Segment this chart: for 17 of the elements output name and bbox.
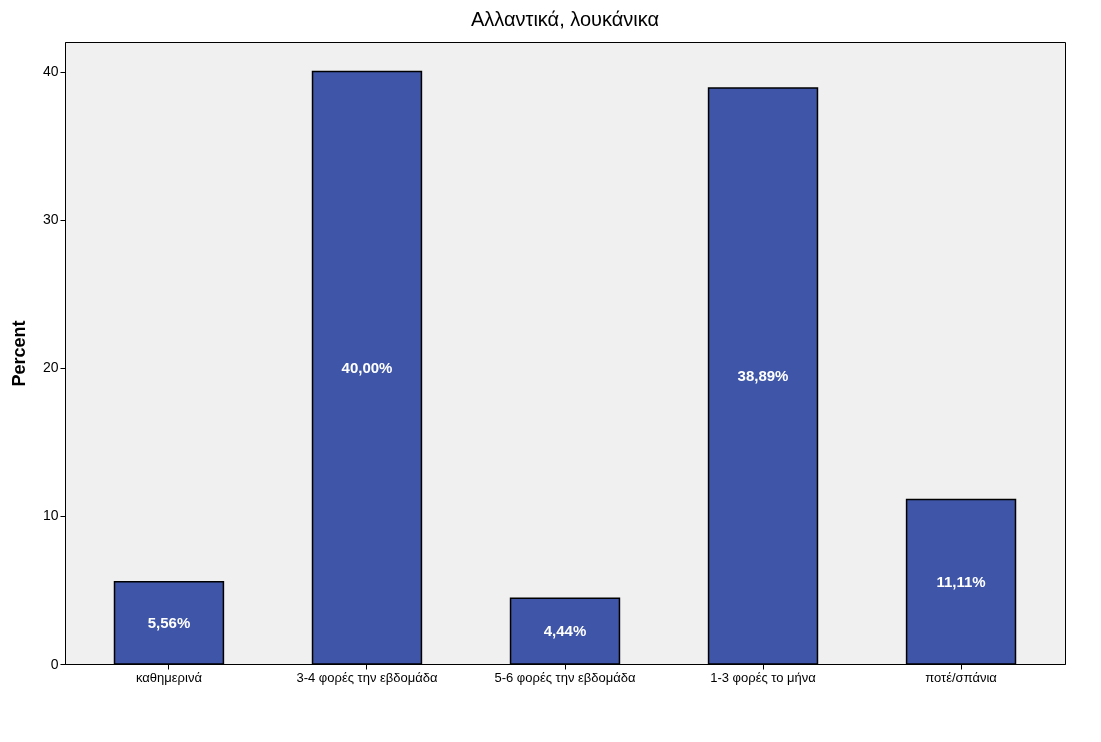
y-tick-label: 20 — [42, 359, 59, 376]
y-tick-label: 30 — [42, 211, 59, 228]
chart-title: Αλλαντικά, λουκάνικα — [470, 8, 660, 30]
x-tick-label: καθημερινά — [136, 669, 203, 685]
data-label: 38,89% — [737, 367, 789, 385]
x-tick-label: 3-4 φορές την εβδομάδα — [296, 669, 439, 685]
x-tick-label: ποτέ/σπάνια — [925, 669, 998, 685]
data-label: 4,44% — [543, 622, 587, 640]
x-tick-label: 1-3 φορές το μήνα — [710, 669, 817, 685]
y-tick-label: 40 — [42, 63, 59, 80]
data-label: 5,56% — [147, 613, 191, 631]
x-tick-label: 5-6 φορές την εβδομάδα — [494, 669, 637, 685]
data-label: 11,11% — [936, 572, 986, 590]
data-label: 40,00% — [341, 358, 393, 376]
y-tick-label: 10 — [42, 507, 59, 524]
y-axis-title: Percent — [8, 320, 29, 387]
y-tick-label: 0 — [50, 655, 59, 672]
